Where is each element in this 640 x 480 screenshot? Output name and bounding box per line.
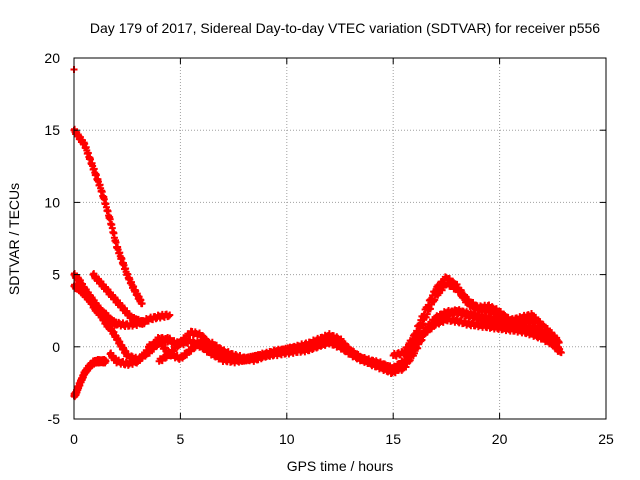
y-tick-label: 5 [52,267,60,283]
x-tick-label: 15 [385,431,401,447]
data-point [426,305,434,313]
data-point [166,311,174,319]
data-point [415,329,423,337]
y-tick-label: -5 [48,411,61,427]
data-point [403,347,411,355]
x-tick-label: 5 [177,431,185,447]
data-point [555,338,563,346]
data-point [431,296,439,304]
data-point [165,312,173,320]
data-point [162,344,170,352]
data-point [402,363,410,371]
data-point [419,320,427,328]
data-point [549,337,557,345]
data-point [406,356,414,364]
series-track-1 [70,125,146,308]
y-tick-label: 15 [44,122,60,138]
data-point [456,288,464,296]
data-point [407,341,415,349]
data-point [531,319,539,327]
series-track-3 [70,269,174,330]
data-point [526,315,534,323]
data-point [418,336,426,344]
y-tick-label: 10 [44,194,60,210]
x-tick-label: 0 [70,431,78,447]
series-track-4 [89,270,148,328]
x-axis-label: GPS time / hours [287,458,394,474]
data-point [557,349,565,357]
y-axis-label: SDTVAR / TECUs [6,183,22,295]
data-point [410,337,418,345]
x-tick-label: 10 [279,431,295,447]
data-point [190,344,198,352]
x-tick-label: 25 [598,431,614,447]
data-point [414,344,422,352]
data-point [412,334,420,342]
data-point [140,320,148,328]
data-point [200,333,208,341]
data-point [405,357,413,365]
data-point [410,349,418,357]
x-axis: 0 5 10 15 20 25 [70,58,614,447]
data-point [417,337,425,345]
y-tick-label: 0 [52,339,60,355]
series-track-10 [400,279,557,358]
y-axis: -5 0 5 10 15 20 [44,50,606,427]
y-tick-label: 20 [44,50,60,66]
data-point [423,310,431,318]
data-point [138,299,146,307]
x-tick-label: 20 [492,431,508,447]
data-points [70,66,565,401]
data-point [199,332,207,340]
data-point [102,357,110,365]
plot-frame [73,57,607,420]
data-point [170,347,178,355]
chart-title: Day 179 of 2017, Sidereal Day-to-day VTE… [90,20,600,36]
